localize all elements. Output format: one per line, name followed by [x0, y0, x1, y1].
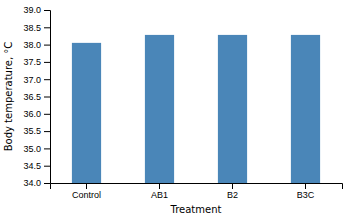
tick: B2 [227, 183, 238, 200]
tick-label: 38.0 [23, 40, 41, 50]
tick-mark [44, 45, 50, 46]
tick-label: 37.5 [23, 57, 41, 67]
tick-label: 35.5 [23, 126, 41, 136]
y-axis: 34.0 34.5 35.0 35.5 36.0 36.5 37.0 37.5 38.0 38.5… [23, 5, 50, 188]
tick-mark [44, 62, 50, 63]
bar [218, 35, 247, 183]
tick-label: 34.0 [23, 178, 41, 188]
tick-mark [44, 97, 50, 98]
bar [291, 35, 320, 183]
tick: B3C [297, 183, 315, 200]
tick-label: 36.0 [23, 109, 41, 119]
tick-mark [44, 131, 50, 132]
plot: 34.0 34.5 35.0 35.5 36.0 36.5 37.0 37.5 38.0 38.5… [23, 5, 342, 200]
bar [145, 35, 174, 183]
tick: 34.0 [23, 178, 50, 188]
tick-mark [305, 183, 306, 189]
tick-label: B3C [297, 190, 315, 200]
bar [72, 43, 101, 183]
y-axis-title: Body temperature, °C [3, 42, 14, 152]
tick-mark [86, 183, 87, 189]
tick-mark [232, 183, 233, 189]
tick-label: 35.0 [23, 144, 41, 154]
tick-label: 37.0 [23, 75, 41, 85]
axis-line [44, 11, 51, 184]
tick: 36.0 [23, 109, 50, 119]
tick-label: 39.0 [23, 5, 41, 15]
tick-label: AB1 [151, 190, 168, 200]
bars [72, 35, 320, 183]
tick-mark [44, 166, 50, 167]
tick-mark [44, 148, 50, 149]
tick: 34.5 [23, 161, 50, 171]
x-axis: Control AB1 B2 B3C [51, 183, 343, 200]
tick: Control [72, 183, 101, 200]
tick-mark [44, 79, 50, 80]
tick-mark [159, 183, 160, 189]
tick-label: 38.5 [23, 23, 41, 33]
tick: AB1 [151, 183, 168, 200]
tick-mark [44, 27, 50, 28]
tick: 35.5 [23, 126, 50, 136]
tick-mark [44, 114, 50, 115]
chart: 34.0 34.5 35.0 35.5 36.0 36.5 37.0 37.5 38.0 38.5… [0, 0, 354, 219]
tick-label: B2 [227, 190, 238, 200]
axis-line [51, 184, 343, 190]
tick: 39.0 [23, 5, 50, 15]
tick: 37.5 [23, 57, 50, 67]
tick: 38.0 [23, 40, 50, 50]
tick: 37.0 [23, 75, 50, 85]
tick-label: 34.5 [23, 161, 41, 171]
x-axis-title: Treatment [170, 204, 222, 215]
tick: 36.5 [23, 92, 50, 102]
tick: 38.5 [23, 23, 50, 33]
tick-mark [44, 10, 50, 11]
tick-label: Control [72, 190, 101, 200]
tick-label: 36.5 [23, 92, 41, 102]
tick: 35.0 [23, 144, 50, 154]
tick-mark [44, 183, 50, 184]
